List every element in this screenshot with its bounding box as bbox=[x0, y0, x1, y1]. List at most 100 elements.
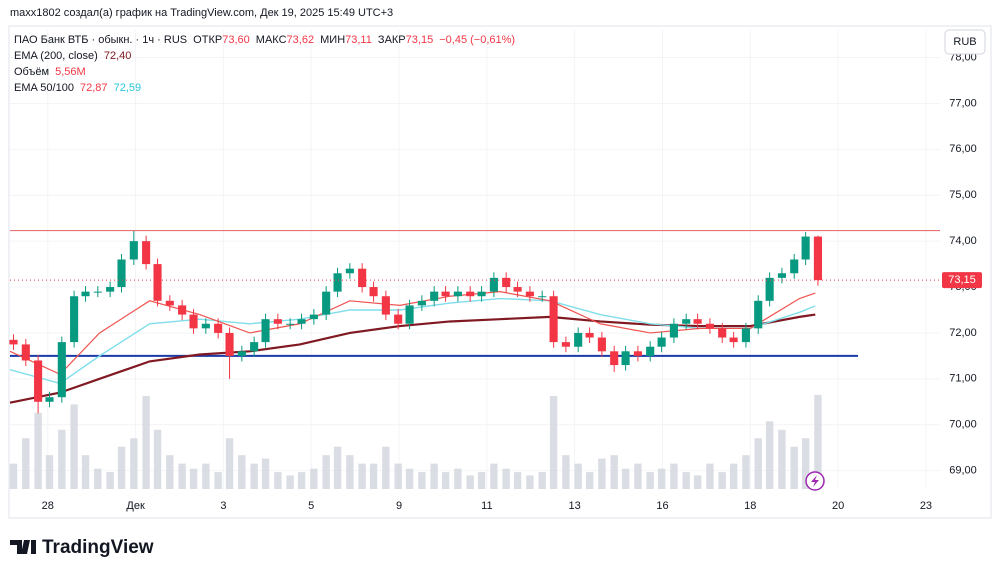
flash-icon[interactable] bbox=[805, 471, 825, 491]
candle-body bbox=[585, 332, 594, 338]
volume-bar bbox=[754, 438, 762, 489]
legend-line: Объём 5,56M bbox=[14, 66, 86, 78]
candle-body bbox=[237, 351, 246, 356]
value: 73,11 bbox=[345, 34, 372, 46]
volume-bar bbox=[790, 446, 798, 489]
volume-bar bbox=[333, 446, 342, 489]
currency-button[interactable]: RUB bbox=[944, 29, 986, 55]
candle-body bbox=[261, 319, 270, 343]
candle-body bbox=[610, 351, 619, 366]
volume-bar bbox=[94, 468, 102, 489]
candle-body bbox=[394, 314, 403, 324]
candle-body bbox=[741, 328, 750, 343]
candle-body bbox=[189, 314, 198, 329]
volume-bar bbox=[261, 458, 270, 489]
x-tick-label: 28 bbox=[42, 500, 54, 512]
candle-body bbox=[430, 291, 439, 301]
candle-body bbox=[765, 277, 774, 301]
candle-body bbox=[70, 296, 79, 343]
volume-bar bbox=[369, 463, 378, 489]
candle-body bbox=[574, 332, 583, 347]
volume-bar bbox=[814, 394, 822, 489]
candle-body bbox=[813, 236, 822, 281]
candle-body bbox=[165, 300, 174, 306]
candle-body bbox=[646, 346, 655, 356]
candle-body bbox=[333, 273, 342, 292]
legend: ПАО Банк ВТБ · обыкн. · 1ч · RUS ОТКР 73,… bbox=[14, 34, 515, 94]
symbol: ПАО Банк ВТБ · обыкн. · 1ч · RUS bbox=[14, 34, 187, 46]
label: Объём bbox=[14, 66, 49, 78]
change: −0,45 (−0,61%) bbox=[439, 34, 515, 46]
candle-body bbox=[273, 319, 282, 324]
volume-bar bbox=[45, 455, 54, 489]
volume-bar bbox=[430, 463, 438, 489]
volume-bar bbox=[490, 463, 498, 489]
label: МАКС bbox=[256, 34, 287, 46]
volume-bar bbox=[742, 455, 750, 489]
candle-body bbox=[705, 323, 714, 329]
volume-bar bbox=[394, 463, 402, 489]
volume-bar bbox=[178, 463, 186, 489]
y-tick-label: 75,00 bbox=[949, 189, 977, 201]
volume-bar bbox=[405, 468, 414, 489]
candle-body bbox=[93, 291, 102, 293]
volume-bar bbox=[297, 472, 306, 489]
candle-body bbox=[777, 273, 786, 278]
candle-body bbox=[633, 351, 642, 356]
candle-body bbox=[297, 319, 306, 324]
candle-body bbox=[309, 314, 318, 320]
candle-body bbox=[417, 300, 426, 306]
y-tick-label: 70,00 bbox=[949, 419, 977, 431]
candle-body bbox=[657, 337, 666, 347]
volume-bar bbox=[153, 429, 162, 489]
volume-bar bbox=[130, 438, 138, 489]
candle-body bbox=[286, 323, 295, 325]
y-tick-label: 76,00 bbox=[949, 143, 977, 155]
volume-bar bbox=[117, 446, 126, 489]
button-frame[interactable] bbox=[944, 29, 986, 55]
y-tick-label: 74,00 bbox=[949, 235, 977, 247]
volume-bar bbox=[346, 455, 354, 489]
volume-bar bbox=[526, 475, 534, 489]
volume-bar bbox=[718, 472, 726, 489]
candle-body bbox=[621, 351, 630, 366]
volume-bar bbox=[225, 438, 234, 489]
volume-bar bbox=[81, 455, 90, 489]
value: 73,15 bbox=[406, 34, 434, 46]
volume-bar bbox=[598, 458, 606, 489]
volume-bar bbox=[286, 475, 294, 489]
label: ОТКР bbox=[193, 34, 222, 46]
legend-line: EMA (200, close) 72,40 bbox=[14, 50, 131, 62]
label: EMA (200, close) bbox=[14, 50, 98, 62]
label: ЗАКР bbox=[378, 34, 406, 46]
candle-body bbox=[525, 291, 534, 297]
candle-body bbox=[129, 241, 138, 260]
candle-body bbox=[477, 291, 486, 297]
x-tick-label: 5 bbox=[308, 500, 314, 512]
value: 5,56M bbox=[55, 66, 86, 78]
candle-body bbox=[790, 259, 799, 274]
volume-bar bbox=[382, 446, 390, 489]
volume-bar bbox=[778, 429, 786, 489]
volume-bar bbox=[477, 472, 486, 489]
volume-bar bbox=[106, 472, 114, 489]
volume-bar bbox=[358, 463, 366, 489]
label: МИН bbox=[320, 34, 345, 46]
candle-body bbox=[225, 332, 234, 356]
volume-bar bbox=[322, 455, 330, 489]
value: 73,62 bbox=[287, 34, 315, 46]
candle-body bbox=[513, 287, 522, 292]
candle-body bbox=[57, 342, 66, 398]
candle-body bbox=[117, 259, 126, 288]
volume-bar bbox=[574, 463, 582, 489]
candle-body bbox=[801, 236, 810, 260]
volume-bar bbox=[634, 463, 642, 489]
candle-body bbox=[441, 291, 450, 297]
candle-body bbox=[178, 305, 187, 315]
volume-bar bbox=[729, 463, 738, 489]
logo-text: TradingView bbox=[42, 537, 154, 558]
icon-bolt[interactable] bbox=[811, 475, 819, 487]
volume-bar bbox=[765, 421, 774, 489]
button-label[interactable]: RUB bbox=[953, 36, 976, 48]
